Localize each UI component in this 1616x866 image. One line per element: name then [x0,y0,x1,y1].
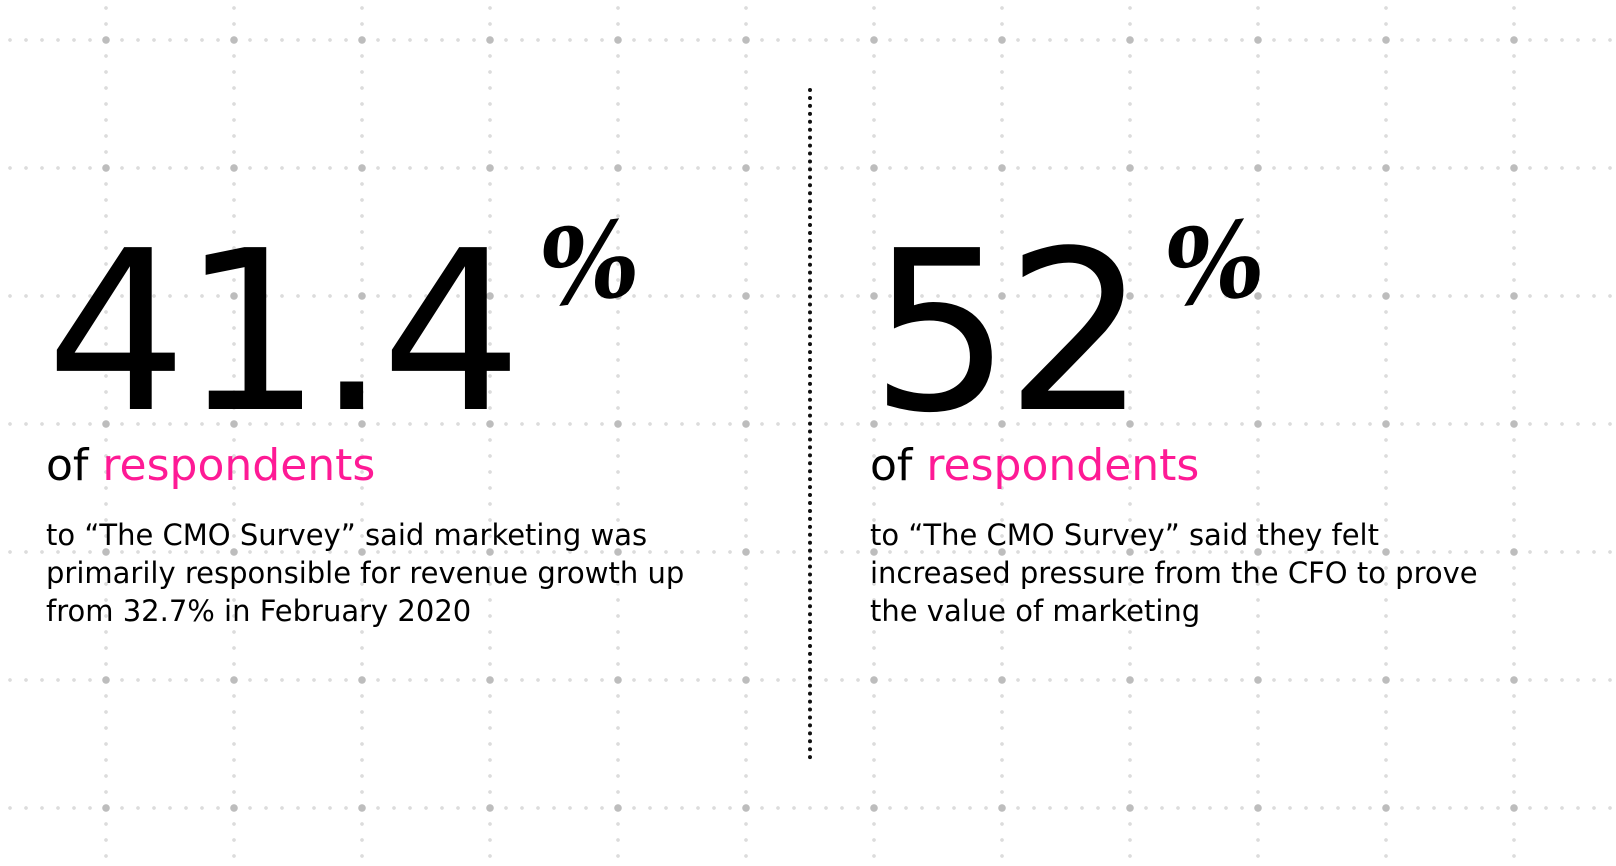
stat-subtitle: of respondents [870,440,1199,491]
description-line: from 32.7% in February 2020 [46,594,472,628]
percent-sign: % [532,195,648,332]
description-line: increased pressure from the CFO to prove [870,556,1478,590]
stat-value: 41.4 [46,204,522,462]
stat-subtitle: of respondents [46,440,375,491]
stat-value-row: 41.4 % [46,196,647,462]
percent-sign: % [1156,195,1272,332]
description-line: the value of marketing [870,594,1201,628]
stat-value-row: 52 % [870,196,1271,462]
description-line: primarily responsible for revenue growth… [46,556,685,590]
subtitle-lead: of [46,440,103,491]
stat-description: to “The CMO Survey” said they felt incre… [870,516,1590,630]
description-line: to “The CMO Survey” said they felt [870,518,1379,552]
stat-value: 52 [870,204,1146,462]
subtitle-lead: of [870,440,927,491]
subtitle-highlight: respondents [926,440,1200,491]
dotted-divider [808,88,812,760]
stat-description: to “The CMO Survey” said marketing was p… [46,516,766,630]
description-line: to “The CMO Survey” said marketing was [46,518,648,552]
subtitle-highlight: respondents [102,440,376,491]
